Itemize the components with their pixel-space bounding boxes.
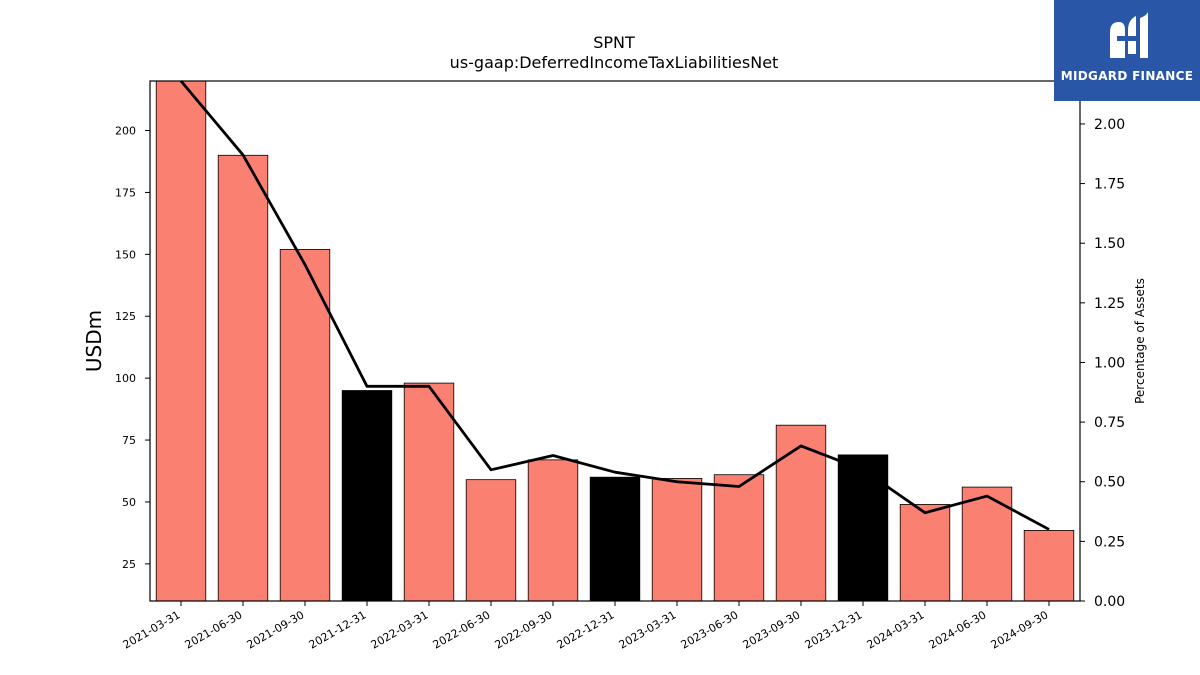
x-tick-label: 2022-12-31 [555, 608, 617, 651]
x-tick-label: 2024-09-30 [989, 608, 1051, 651]
bars-group [155, 80, 1075, 602]
bar [217, 154, 269, 602]
y-tick-label: 200 [115, 125, 136, 138]
y2-axis-label: Percentage of Assets [1133, 278, 1147, 404]
y2-tick-label: 1.50 [1094, 236, 1125, 252]
y-tick-label: 50 [122, 496, 136, 509]
bar [775, 424, 827, 602]
x-tick-label: 2022-09-30 [493, 608, 555, 651]
y-tick-label: 125 [115, 310, 136, 323]
y2-tick-label: 1.75 [1094, 177, 1125, 193]
bar [713, 474, 765, 602]
line-group [179, 80, 1050, 531]
y-tick-label: 25 [122, 558, 136, 571]
bar [1023, 530, 1075, 602]
bar [651, 478, 703, 602]
y-tick-label: 100 [115, 372, 136, 385]
y-tick-label: 175 [115, 186, 136, 199]
x-tick-label: 2024-06-30 [927, 608, 989, 651]
y-tick-label: 150 [115, 248, 136, 261]
y2-tick-label: 2.00 [1094, 117, 1125, 133]
bar [527, 459, 579, 602]
logo: MIDGARD FINANCE [1054, 0, 1200, 101]
x-tick-label: 2023-12-31 [803, 608, 865, 651]
logo-mark-icon [1110, 12, 1148, 58]
x-tick-label: 2022-03-31 [369, 608, 431, 651]
bar [341, 390, 393, 602]
y2-tick-label: 0.00 [1094, 594, 1125, 610]
y-tick-label: 75 [122, 434, 136, 447]
y2-tick-label: 0.50 [1094, 475, 1125, 491]
x-tick-label: 2021-12-31 [307, 608, 369, 651]
logo-text: MIDGARD FINANCE [1060, 69, 1194, 83]
y2-tick-label: 0.25 [1094, 534, 1125, 550]
bar [837, 454, 889, 602]
y-axis-label: USDm [82, 310, 106, 372]
x-tick-label: 2021-03-31 [121, 608, 183, 651]
y2-tick-label: 0.75 [1094, 415, 1125, 431]
x-tick-label: 2021-09-30 [245, 608, 307, 651]
chart-title: SPNT [593, 33, 635, 52]
y2-tick-label: 1.25 [1094, 296, 1125, 312]
bar [589, 476, 641, 602]
bar [465, 479, 517, 602]
bar [279, 248, 331, 602]
bar [155, 80, 207, 602]
y2-tick-label: 1.00 [1094, 355, 1125, 371]
series-line [179, 80, 1050, 531]
x-tick-label: 2021-06-30 [183, 608, 245, 651]
x-tick-label: 2023-09-30 [741, 608, 803, 651]
x-tick-label: 2023-06-30 [679, 608, 741, 651]
x-tick-label: 2024-03-31 [865, 608, 927, 651]
bar [899, 504, 951, 602]
x-tick-label: 2023-03-31 [617, 608, 679, 651]
bar [403, 382, 455, 602]
chart-subtitle: us-gaap:DeferredIncomeTaxLiabilitiesNet [450, 53, 779, 72]
x-tick-label: 2022-06-30 [431, 608, 493, 651]
